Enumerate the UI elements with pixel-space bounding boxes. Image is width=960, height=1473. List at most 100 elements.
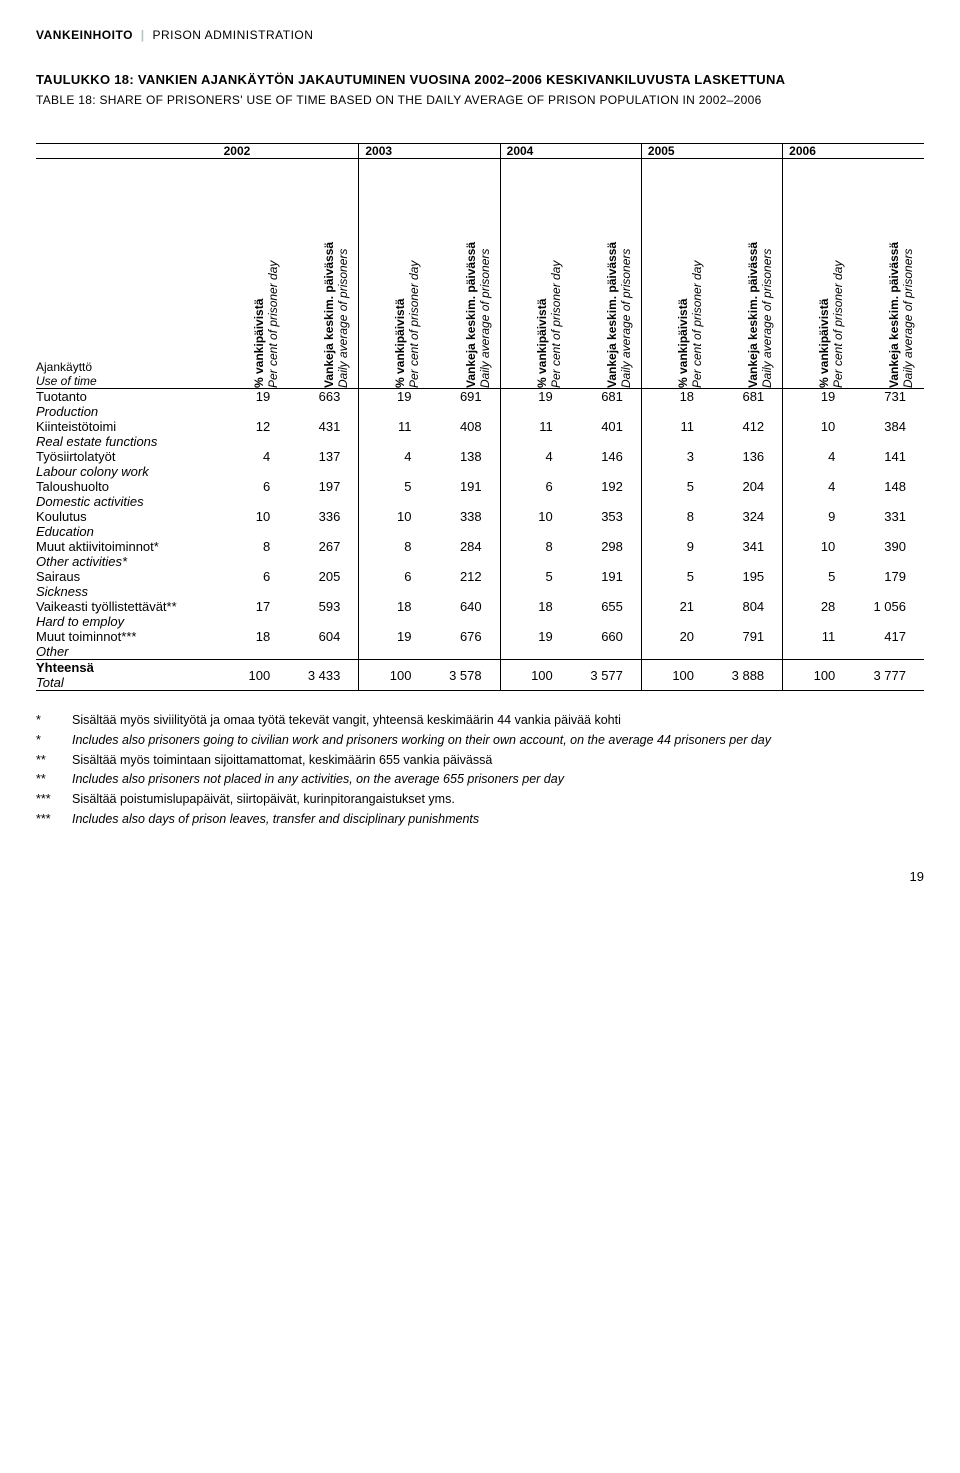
- row-label: KoulutusEducation: [36, 509, 218, 539]
- footnote: ***Sisältää poistumislupapäivät, siirtop…: [36, 790, 924, 809]
- cell: 18: [218, 629, 289, 660]
- cell: 205: [288, 569, 359, 599]
- cell: 4: [500, 449, 571, 479]
- cell: 660: [571, 629, 642, 660]
- row-label: TaloushuoltoDomestic activities: [36, 479, 218, 509]
- cell: 10: [783, 539, 854, 569]
- cell: 5: [641, 569, 712, 599]
- cell: 192: [571, 479, 642, 509]
- cell: 10: [218, 509, 289, 539]
- year-2005: 2005: [641, 144, 782, 159]
- row-label: SairausSickness: [36, 569, 218, 599]
- cell: 19: [218, 389, 289, 420]
- table-row: Muut toiminnot***Other186041967619660207…: [36, 629, 924, 660]
- cell: 28: [783, 599, 854, 629]
- cell: 604: [288, 629, 359, 660]
- cell: 408: [430, 419, 501, 449]
- cell: 655: [571, 599, 642, 629]
- cell: 593: [288, 599, 359, 629]
- cell: 195: [712, 569, 783, 599]
- cell: 18: [359, 599, 430, 629]
- row-label: KiinteistötoimiReal estate functions: [36, 419, 218, 449]
- cell: 141: [853, 449, 924, 479]
- cell: 8: [500, 539, 571, 569]
- cell: 298: [571, 539, 642, 569]
- cell: 9: [783, 509, 854, 539]
- cell: 20: [641, 629, 712, 660]
- table-row: Vaikeasti työllistettävät**Hard to emplo…: [36, 599, 924, 629]
- cell: 19: [500, 389, 571, 420]
- cell: 431: [288, 419, 359, 449]
- cell: 12: [218, 419, 289, 449]
- year-row: 2002 2003 2004 2005 2006: [36, 144, 924, 159]
- table-row: Muut aktiivitoiminnot*Other activities* 8…: [36, 539, 924, 569]
- row-header-label: Ajankäyttö Use of time: [36, 159, 218, 389]
- column-header-row: Ajankäyttö Use of time % vankipäivistäPe…: [36, 159, 924, 389]
- table-row: TaloushuoltoDomestic activities619751916…: [36, 479, 924, 509]
- cell: 146: [571, 449, 642, 479]
- cell: 4: [359, 449, 430, 479]
- cell: 791: [712, 629, 783, 660]
- cell: 691: [430, 389, 501, 420]
- cell: 10: [783, 419, 854, 449]
- row-label: Muut aktiivitoiminnot*Other activities*: [36, 539, 218, 569]
- cell: 11: [783, 629, 854, 660]
- cell: 5: [500, 569, 571, 599]
- cell: 412: [712, 419, 783, 449]
- total-row: Yhteensä Total 100 3 433 100 3 578 100 3…: [36, 660, 924, 691]
- breadcrumb-sep: |: [141, 28, 145, 42]
- cell: 8: [641, 509, 712, 539]
- footnote: *Includes also prisoners going to civili…: [36, 731, 924, 750]
- footnotes: *Sisältää myös siviilityötä ja omaa työt…: [36, 711, 924, 829]
- cell: 19: [359, 389, 430, 420]
- cell: 663: [288, 389, 359, 420]
- data-table: 2002 2003 2004 2005 2006 Ajankäyttö Use …: [36, 143, 924, 691]
- year-2003: 2003: [359, 144, 500, 159]
- cell: 179: [853, 569, 924, 599]
- cell: 191: [571, 569, 642, 599]
- cell: 19: [783, 389, 854, 420]
- cell: 138: [430, 449, 501, 479]
- table-row: KiinteistötoimiReal estate functions1243…: [36, 419, 924, 449]
- cell: 804: [712, 599, 783, 629]
- cell: 341: [712, 539, 783, 569]
- cell: 5: [783, 569, 854, 599]
- cell: 137: [288, 449, 359, 479]
- cell: 136: [712, 449, 783, 479]
- cell: 5: [641, 479, 712, 509]
- cell: 4: [783, 449, 854, 479]
- cell: 336: [288, 509, 359, 539]
- breadcrumb-fi: VANKEINHOITO: [36, 28, 133, 42]
- cell: 731: [853, 389, 924, 420]
- row-label: TyösiirtolatyötLabour colony work: [36, 449, 218, 479]
- cell: 11: [641, 419, 712, 449]
- cell: 19: [359, 629, 430, 660]
- cell: 6: [218, 569, 289, 599]
- cell: 11: [500, 419, 571, 449]
- cell: 681: [712, 389, 783, 420]
- footnote: **Includes also prisoners not placed in …: [36, 770, 924, 789]
- table-row: TyösiirtolatyötLabour colony work4137413…: [36, 449, 924, 479]
- cell: 11: [359, 419, 430, 449]
- cell: 390: [853, 539, 924, 569]
- page-number: 19: [36, 869, 924, 884]
- cell: 324: [712, 509, 783, 539]
- table-row: KoulutusEducation10336103381035383249331: [36, 509, 924, 539]
- table-row: SairausSickness62056212519151955179: [36, 569, 924, 599]
- row-label: Vaikeasti työllistettävät**Hard to emplo…: [36, 599, 218, 629]
- row-label: TuotantoProduction: [36, 389, 218, 420]
- cell: 401: [571, 419, 642, 449]
- cell: 197: [288, 479, 359, 509]
- cell: 417: [853, 629, 924, 660]
- cell: 676: [430, 629, 501, 660]
- table-title-en: TABLE 18: SHARE OF PRISONERS' USE OF TIM…: [36, 93, 924, 107]
- table-row: TuotantoProduction1966319691196811868119…: [36, 389, 924, 420]
- cell: 6: [218, 479, 289, 509]
- cell: 19: [500, 629, 571, 660]
- breadcrumb-en: PRISON ADMINISTRATION: [152, 28, 313, 42]
- cell: 6: [500, 479, 571, 509]
- cell: 18: [500, 599, 571, 629]
- cell: 10: [500, 509, 571, 539]
- cell: 10: [359, 509, 430, 539]
- cell: 384: [853, 419, 924, 449]
